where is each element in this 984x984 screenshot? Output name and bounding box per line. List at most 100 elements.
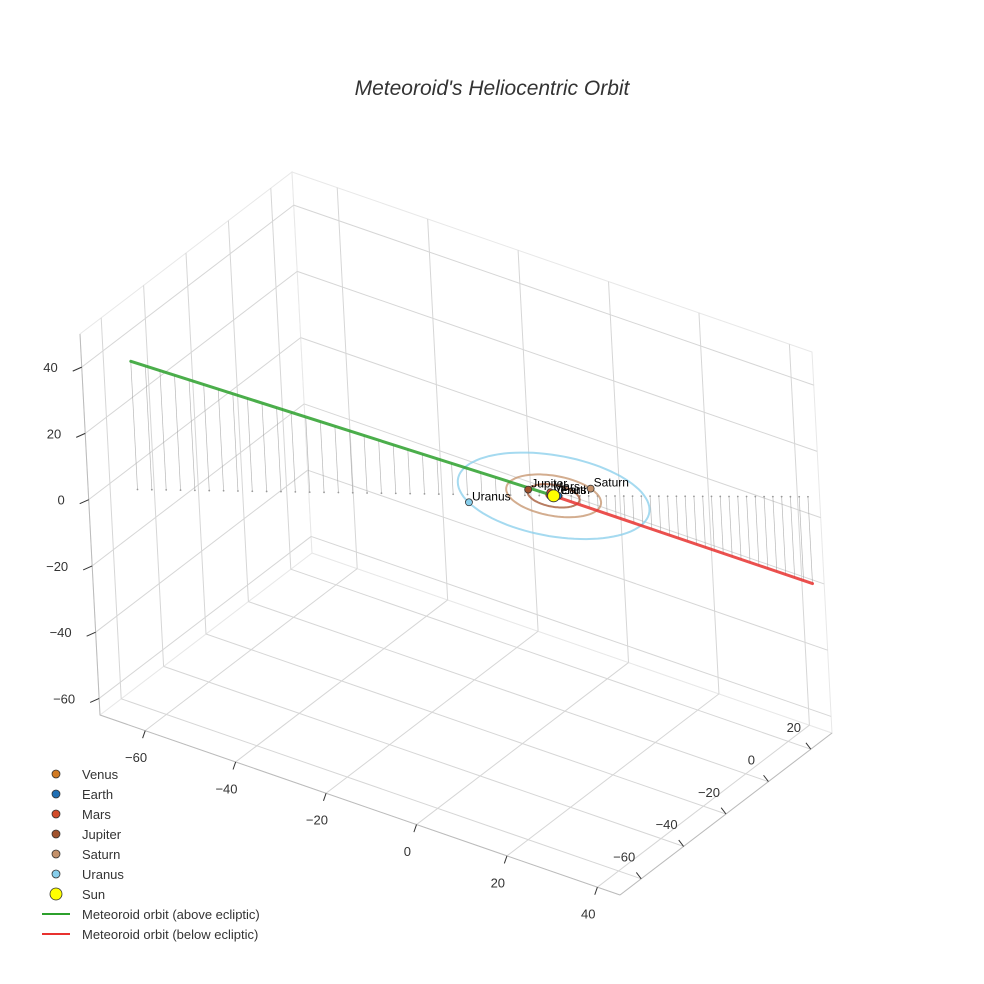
drop-line <box>772 496 778 572</box>
y-tick-mark <box>763 774 769 782</box>
drop-line-foot <box>675 495 678 498</box>
drop-line-foot <box>380 492 383 495</box>
drop-line-foot <box>323 491 325 494</box>
y-tick-label: 20 <box>787 720 801 735</box>
legend-earth-marker <box>51 789 61 799</box>
z-tick-label: −40 <box>50 625 72 640</box>
back-wall-grid-line <box>304 403 825 585</box>
z-tick-label: −20 <box>46 559 68 574</box>
drop-line <box>203 384 210 491</box>
drop-line-foot <box>789 495 792 498</box>
y-tick-label: −20 <box>698 785 720 800</box>
back-wall-grid-line <box>698 312 720 694</box>
y-tick-mark <box>635 872 642 880</box>
y-tick-mark <box>720 807 727 815</box>
drop-line <box>781 496 787 575</box>
drop-line-foot <box>351 491 354 494</box>
drop-line-foot <box>165 489 168 491</box>
drop-line-foot <box>763 495 766 498</box>
x-tick-label: −40 <box>215 781 237 796</box>
y-tick-label: −60 <box>613 850 635 865</box>
legend-sun-label: Sun <box>82 887 105 902</box>
left-wall-grid-line <box>270 188 292 570</box>
legend-mars-label: Mars <box>82 807 111 822</box>
drop-line-foot <box>437 493 440 495</box>
back-wall-grid-line <box>336 187 358 569</box>
x-tick-label: −60 <box>125 750 147 765</box>
drop-line <box>363 435 368 493</box>
back-wall-grid-line <box>300 337 821 519</box>
drop-line <box>728 496 733 557</box>
uranus-label: Uranus <box>472 489 511 503</box>
meteoroid-orbit-above-ecliptic-line <box>129 359 556 498</box>
drop-line <box>658 496 662 533</box>
drop-line-foot <box>684 495 687 498</box>
legend-mars-marker <box>51 809 61 819</box>
drop-line <box>494 477 497 495</box>
drop-line <box>378 440 382 494</box>
left-wall-grid-line <box>91 403 305 567</box>
tick-labels: −60 −40 −20 0 20 40 −60 −40 −20 0 20 −60 −40 −20 0 20 40 <box>43 360 812 922</box>
drop-line-foot <box>265 490 268 493</box>
drop-line-foot <box>798 495 801 498</box>
z-tick-mark <box>89 697 100 703</box>
drop-line-foot <box>337 491 340 494</box>
z-tick-mark <box>76 432 86 438</box>
meteoroid-orbit-below-ecliptic-line <box>552 494 814 586</box>
drop-line <box>290 412 296 492</box>
drop-line <box>746 496 751 563</box>
legend-meteoroid-orbit-below-ecliptic-label: Meteoroid orbit (below ecliptic) <box>82 927 258 942</box>
meteoroid-series <box>129 359 814 586</box>
z-tick-label: 0 <box>57 493 64 508</box>
drop-line-foot <box>193 489 196 492</box>
legend-uranus-label: Uranus <box>82 867 124 882</box>
drop-line-foot <box>587 495 590 497</box>
x-axis-line <box>99 714 621 896</box>
drop-line <box>632 496 635 524</box>
drop-line <box>798 496 804 581</box>
drop-line <box>174 375 181 491</box>
drop-line <box>676 496 679 539</box>
drop-lines <box>130 361 813 584</box>
drop-line-foot <box>480 493 483 496</box>
drop-line <box>614 496 617 518</box>
saturn-label: Saturn <box>594 476 629 490</box>
drop-line-foot <box>294 490 297 493</box>
drop-line <box>711 496 715 551</box>
y-tick-mark <box>678 839 684 847</box>
drop-line-foot <box>208 489 211 492</box>
drop-line-foot <box>366 492 368 494</box>
floor-grid-line <box>163 665 684 847</box>
drop-line <box>276 407 282 492</box>
drop-line <box>349 430 354 493</box>
drop-line <box>588 495 590 508</box>
drop-line-foot <box>710 495 713 498</box>
z-tick-label: −60 <box>53 691 75 706</box>
drop-line-foot <box>649 495 651 498</box>
z-tick-mark <box>72 366 82 372</box>
x-tick-mark <box>413 824 417 833</box>
drop-line-foot <box>605 495 608 497</box>
drop-line <box>790 496 796 578</box>
sun-marker <box>547 489 561 503</box>
left-wall-grid-line <box>88 337 301 501</box>
y-tick-label: −40 <box>656 817 678 832</box>
back-wall-grid-line <box>517 250 539 632</box>
legend-saturn-label: Saturn <box>82 847 120 862</box>
drop-line-foot <box>394 492 397 495</box>
drop-line-foot <box>631 495 634 498</box>
drop-line-foot <box>495 494 498 496</box>
drop-line <box>754 496 760 566</box>
drop-line <box>509 481 511 496</box>
back-wall-grid-line <box>608 281 630 663</box>
drop-line-foot <box>452 493 455 496</box>
floor-grid-line <box>248 601 769 783</box>
drop-line-foot <box>622 495 625 497</box>
drop-line-foot <box>807 495 809 498</box>
x-tick-mark <box>142 730 146 739</box>
drop-line <box>247 398 253 492</box>
back-wall-grid-line <box>307 469 828 651</box>
drop-line-foot <box>423 492 426 495</box>
y-tick-mark <box>805 742 812 750</box>
